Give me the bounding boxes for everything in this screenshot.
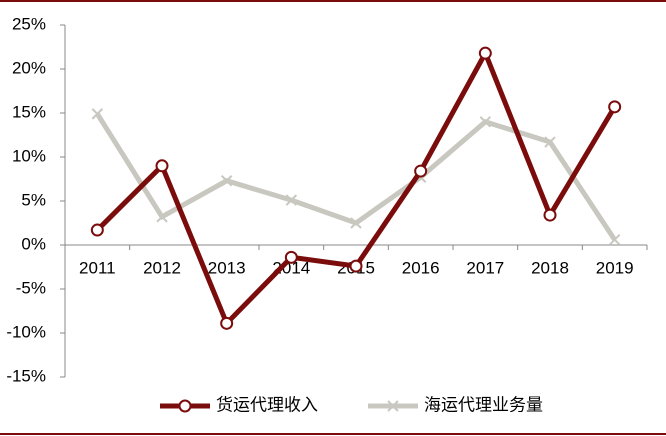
point xyxy=(155,159,169,173)
x-tick-label: 2016 xyxy=(402,258,440,277)
point xyxy=(156,211,168,223)
point xyxy=(285,194,298,206)
point xyxy=(478,46,492,60)
point xyxy=(178,399,192,413)
y-tick-label: -10% xyxy=(6,322,46,341)
y-tick-label: 20% xyxy=(12,58,46,77)
x-tick-label: 2017 xyxy=(466,258,504,277)
point xyxy=(90,223,104,237)
point xyxy=(349,259,363,273)
x-tick-label: 2012 xyxy=(143,258,181,277)
x-tick-label: 2019 xyxy=(596,258,634,277)
point xyxy=(543,208,557,222)
x-tick-label: 2014 xyxy=(272,258,310,277)
point xyxy=(91,108,104,120)
legend-label: 海运代理业务量 xyxy=(424,395,543,414)
y-tick-label: 15% xyxy=(12,102,46,121)
y-tick-label: 0% xyxy=(21,234,46,253)
point xyxy=(544,136,556,148)
point xyxy=(220,175,233,187)
point xyxy=(350,217,362,229)
y-tick-label: 25% xyxy=(12,14,46,33)
y-tick-label: -15% xyxy=(6,366,46,385)
y-tick-label: -5% xyxy=(16,278,46,297)
legend-label: 货运代理收入 xyxy=(216,395,318,414)
point xyxy=(479,116,492,128)
series-line xyxy=(95,47,617,328)
point xyxy=(608,100,622,114)
x-tick-label: 2011 xyxy=(79,258,116,277)
x-tick-label: 2013 xyxy=(208,258,246,277)
y-tick-label: 5% xyxy=(21,190,46,209)
y-tick-label: 10% xyxy=(12,146,46,165)
point xyxy=(284,250,298,264)
point xyxy=(387,400,399,412)
x-tick-label: 2018 xyxy=(531,258,569,277)
point xyxy=(414,164,428,178)
point xyxy=(608,234,621,246)
point xyxy=(220,316,234,330)
